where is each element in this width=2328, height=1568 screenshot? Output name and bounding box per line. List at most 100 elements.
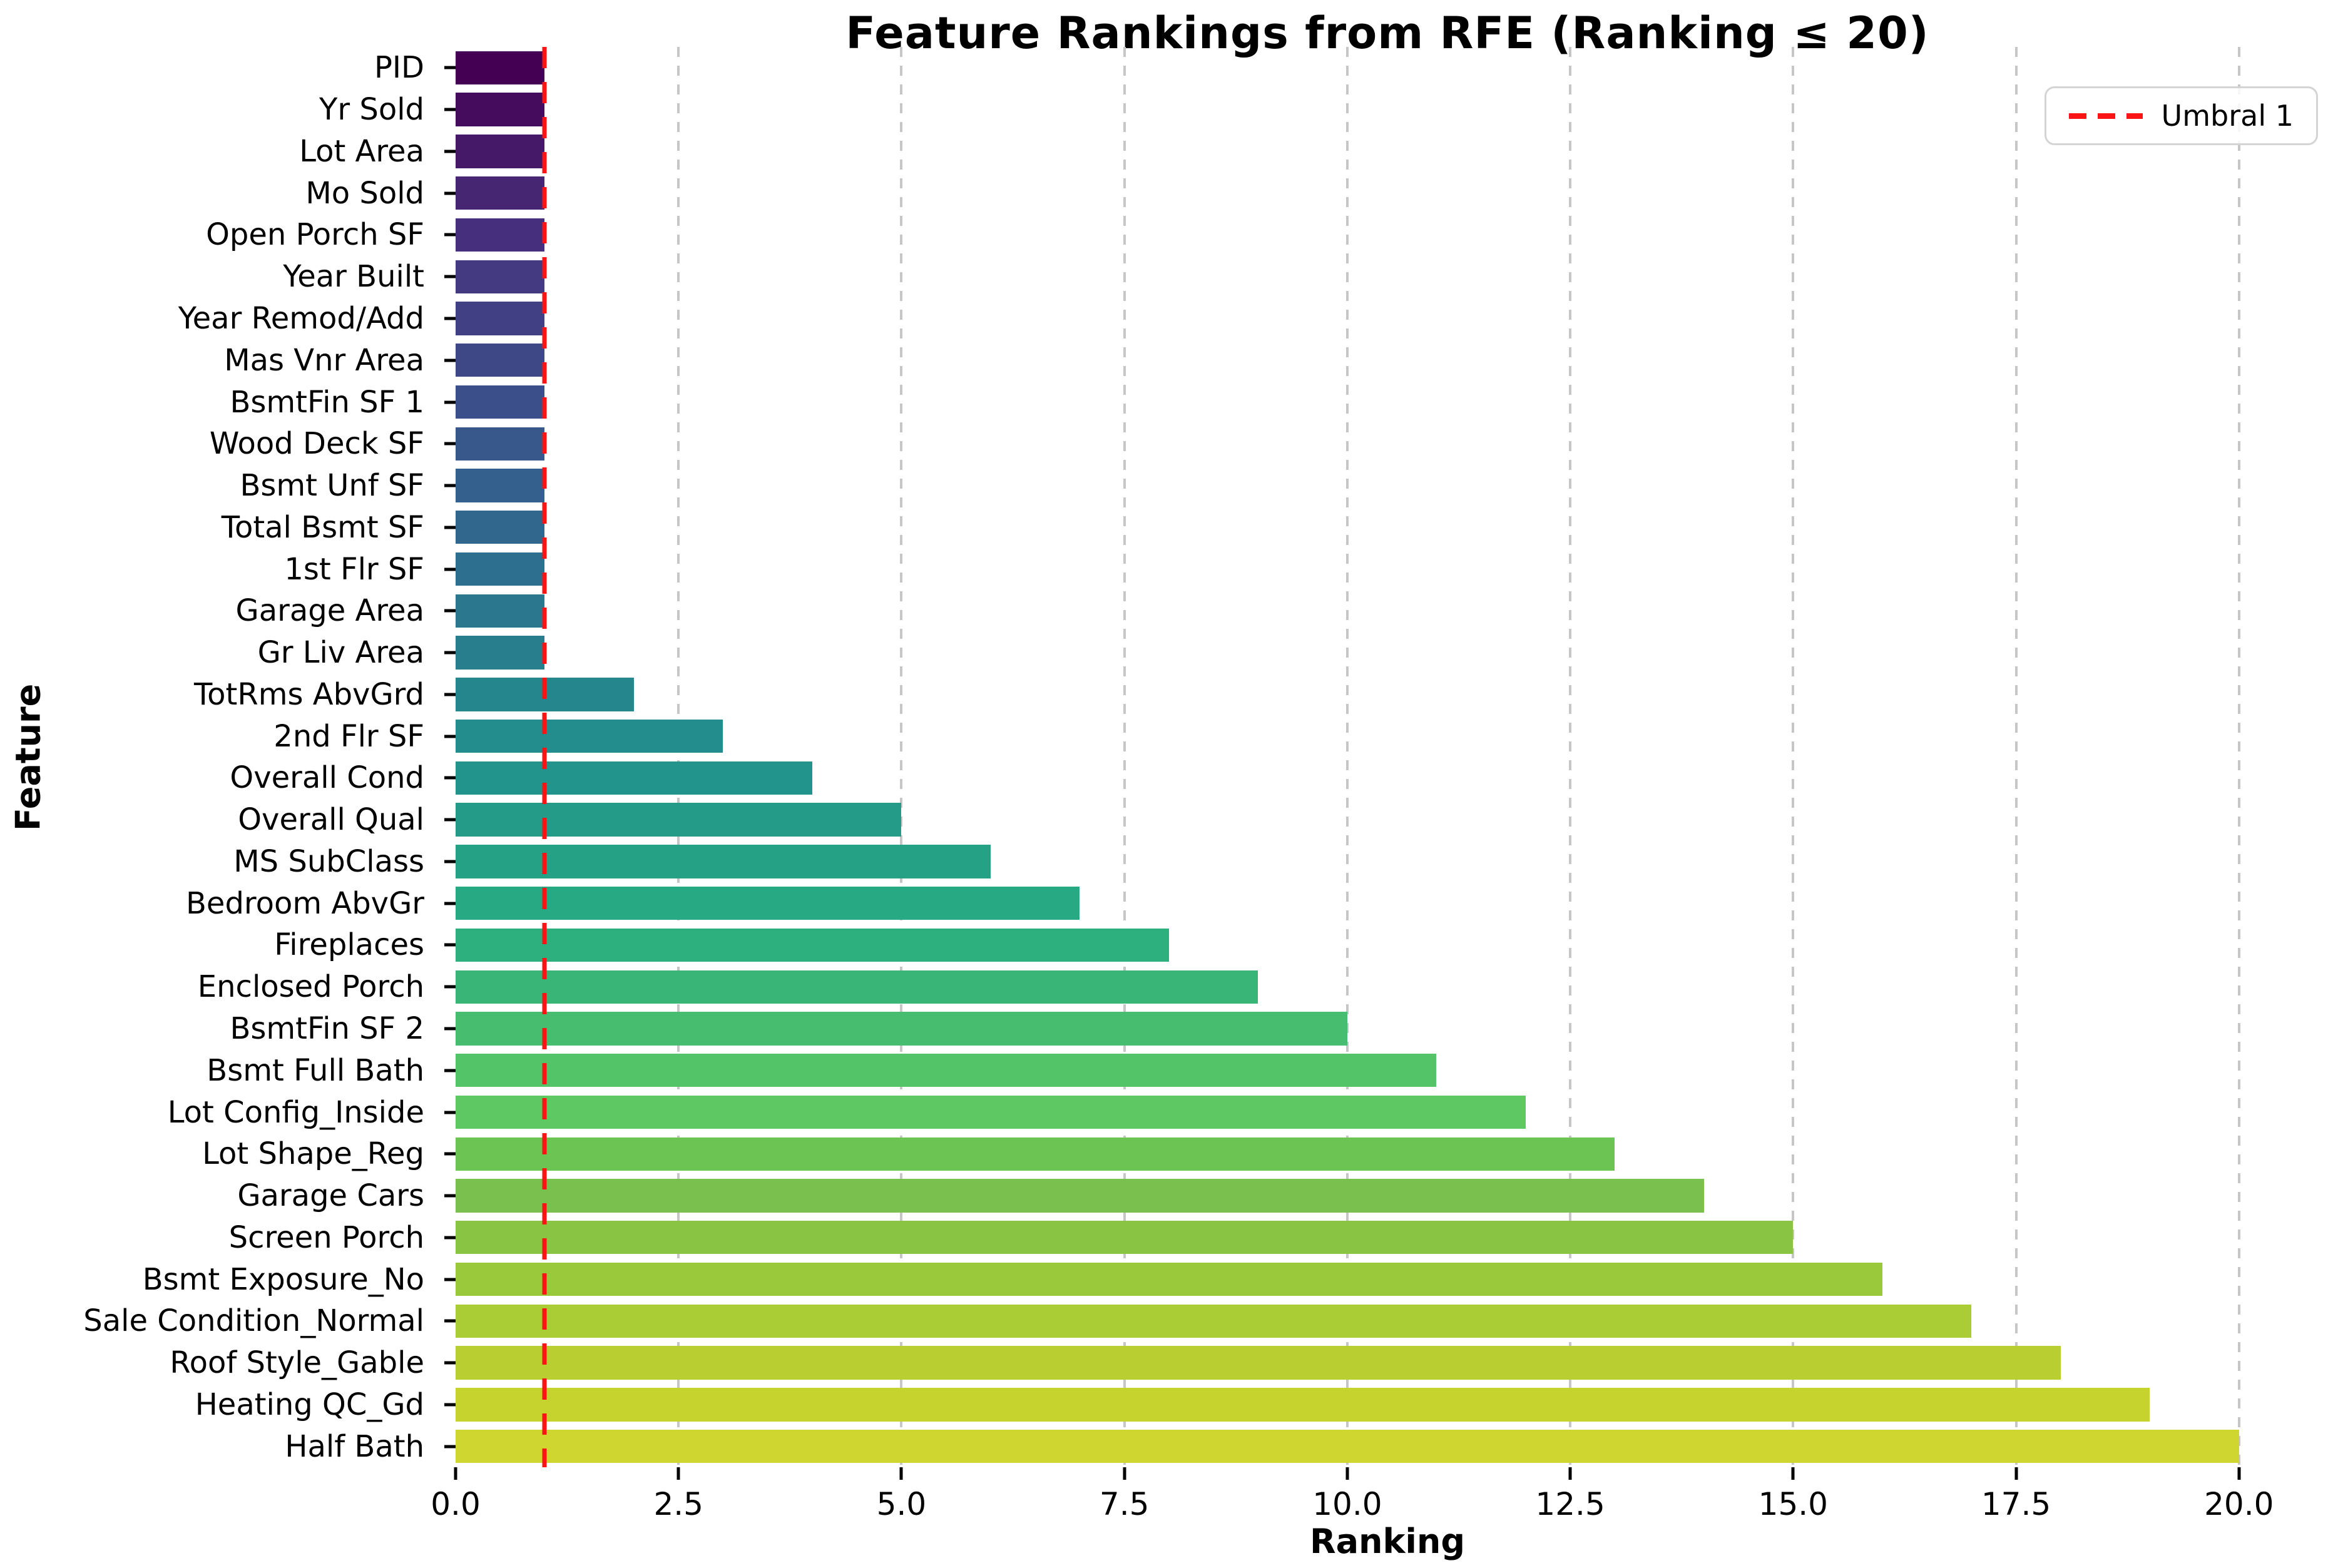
x-tick-label: 12.5 xyxy=(1535,1486,1605,1522)
bar xyxy=(456,1012,1347,1046)
y-tick-mark xyxy=(444,400,456,404)
bar xyxy=(456,1304,1972,1338)
y-tick-label: Heating QC_Gd xyxy=(195,1387,424,1422)
x-tick-label: 15.0 xyxy=(1758,1486,1828,1522)
bar xyxy=(456,427,545,461)
y-tick-label: Year Remod/Add xyxy=(178,300,424,336)
bar xyxy=(456,135,545,168)
gridline xyxy=(1123,47,1126,1467)
y-tick-mark xyxy=(444,1361,456,1365)
x-axis-title: Ranking xyxy=(1310,1522,1465,1561)
bar xyxy=(456,1262,1882,1296)
bar xyxy=(456,51,545,85)
x-tick-label: 20.0 xyxy=(2204,1486,2274,1522)
bar xyxy=(456,845,991,878)
y-tick-mark xyxy=(444,442,456,445)
y-tick-mark xyxy=(444,651,456,654)
y-tick-mark xyxy=(444,317,456,320)
bar xyxy=(456,1346,2061,1380)
bar xyxy=(456,469,545,502)
y-tick-label: Year Built xyxy=(283,259,424,295)
x-tick-label: 5.0 xyxy=(876,1486,927,1522)
x-tick-label: 17.5 xyxy=(1981,1486,2051,1522)
plot-area xyxy=(456,47,2319,1467)
bar xyxy=(456,260,545,293)
y-tick-label: Mas Vnr Area xyxy=(224,342,424,378)
bar xyxy=(456,1179,1704,1213)
y-tick-label: Gr Liv Area xyxy=(257,634,424,670)
x-tick-label: 0.0 xyxy=(431,1486,481,1522)
gridlines-layer xyxy=(456,47,2319,1467)
bar xyxy=(456,176,545,210)
y-tick-label: Lot Shape_Reg xyxy=(202,1136,424,1172)
y-tick-mark xyxy=(444,776,456,780)
y-tick-label: Fireplaces xyxy=(274,927,424,963)
y-tick-label: Mo Sold xyxy=(305,175,424,211)
y-tick-mark xyxy=(444,1278,456,1281)
bar xyxy=(456,302,545,335)
y-tick-mark xyxy=(444,1403,456,1407)
gridline xyxy=(1345,47,1349,1467)
x-axis: 0.0 2.5 5.0 7.5 10.0 12.5 15.0 17.5 20.0 xyxy=(431,1467,2319,1536)
y-tick-mark xyxy=(444,1027,456,1031)
bar xyxy=(456,1388,2150,1422)
x-tick-mark xyxy=(899,1467,903,1480)
x-tick-label: 7.5 xyxy=(1099,1486,1150,1522)
bars-layer xyxy=(456,47,2319,1467)
gridline xyxy=(2237,47,2240,1467)
threshold-line xyxy=(542,47,547,1467)
bar xyxy=(456,719,723,753)
y-tick-label: Enclosed Porch xyxy=(197,969,424,1005)
y-tick-mark xyxy=(444,902,456,905)
y-tick-mark xyxy=(444,1152,456,1156)
y-tick-label: PID xyxy=(374,50,424,86)
x-tick-mark xyxy=(676,1467,680,1480)
bar xyxy=(456,385,545,419)
legend-dashed-line-swatch xyxy=(2068,113,2143,119)
y-tick-mark xyxy=(444,66,456,69)
y-tick-label: 2nd Flr SF xyxy=(273,718,424,754)
gridline xyxy=(900,47,903,1467)
y-tick-mark xyxy=(444,735,456,738)
y-tick-mark xyxy=(444,693,456,696)
x-tick-mark xyxy=(1791,1467,1795,1480)
y-tick-mark xyxy=(444,1319,456,1323)
bar xyxy=(456,218,545,252)
gridline xyxy=(1569,47,1572,1467)
y-tick-mark xyxy=(444,233,456,237)
bar xyxy=(456,970,1258,1004)
legend-label: Umbral 1 xyxy=(2161,99,2294,133)
y-tick-label: TotRms AbvGrd xyxy=(194,676,424,712)
bar xyxy=(456,1137,1615,1171)
y-tick-mark xyxy=(444,359,456,362)
y-tick-label: Bsmt Exposure_No xyxy=(142,1261,424,1297)
y-tick-mark xyxy=(444,1111,456,1114)
y-tick-label: Overall Cond xyxy=(230,760,424,796)
gridline xyxy=(2014,47,2018,1467)
bar xyxy=(456,1054,1437,1087)
y-tick-label: Lot Config_Inside xyxy=(167,1094,424,1130)
bar xyxy=(456,594,545,628)
y-tick-label: BsmtFin SF 1 xyxy=(230,384,424,420)
y-tick-label: Bedroom AbvGr xyxy=(186,885,424,921)
y-tick-mark xyxy=(444,985,456,989)
y-tick-label: Bsmt Unf SF xyxy=(240,467,424,503)
y-tick-mark xyxy=(444,150,456,153)
y-tick-mark xyxy=(444,1445,456,1448)
bar xyxy=(456,93,545,126)
x-tick-label: 2.5 xyxy=(653,1486,703,1522)
y-tick-label: BsmtFin SF 2 xyxy=(230,1011,424,1046)
y-tick-label: Overall Qual xyxy=(238,802,424,837)
y-tick-mark xyxy=(444,275,456,278)
bar xyxy=(456,1095,1526,1129)
bar xyxy=(456,886,1080,920)
bar xyxy=(456,636,545,669)
bar xyxy=(456,344,545,377)
y-tick-mark xyxy=(444,818,456,822)
y-tick-label: Lot Area xyxy=(299,133,424,169)
y-tick-label: Open Porch SF xyxy=(206,217,424,253)
x-tick-mark xyxy=(1345,1467,1349,1480)
y-tick-mark xyxy=(444,609,456,613)
y-tick-mark xyxy=(444,108,456,111)
